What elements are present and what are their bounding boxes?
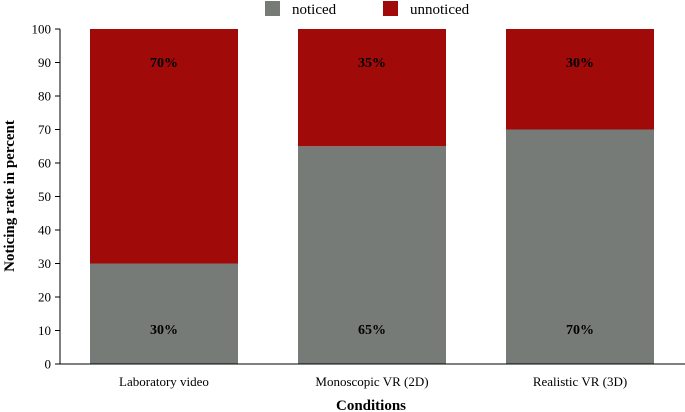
legend-label-noticed: noticed	[292, 2, 337, 18]
bar-segment-unnoticed-2	[298, 29, 446, 147]
y-tick-label: 80	[38, 89, 51, 104]
data-label-noticed-3: 70%	[566, 323, 594, 338]
bar-segment-noticed-2	[298, 146, 446, 364]
x-tick-label: Realistic VR (3D)	[533, 374, 627, 389]
x-tick-label: Monoscopic VR (2D)	[315, 374, 428, 389]
y-tick-label: 0	[45, 357, 52, 372]
y-tick-label: 60	[38, 156, 51, 171]
y-tick-label: 20	[38, 290, 51, 305]
bar-segment-unnoticed-3	[506, 29, 654, 130]
bar-segment-noticed-1	[90, 263, 238, 364]
y-axis-title: Noticing rate in percent	[2, 120, 18, 272]
y-tick-label: 40	[38, 223, 51, 238]
x-axis-title: Conditions	[336, 398, 406, 412]
y-tick-label: 50	[38, 189, 51, 204]
y-tick-label: 70	[38, 122, 51, 137]
y-tick-label: 100	[32, 22, 52, 37]
legend-swatch-unnoticed	[383, 1, 398, 16]
data-label-unnoticed-2: 35%	[358, 56, 386, 71]
data-label-noticed-2: 65%	[358, 323, 386, 338]
legend-label-unnoticed: unnoticed	[410, 2, 470, 18]
plot-area: 0 10 20 30 40 50 60 70 80 90 100 30% 70% Laboratory v…	[32, 22, 654, 389]
x-tick-label: Laboratory video	[119, 374, 209, 389]
data-label-unnoticed-3: 30%	[566, 56, 594, 71]
y-tick-label: 90	[38, 55, 51, 70]
legend-swatch-noticed	[265, 1, 280, 16]
bar-segment-unnoticed-1	[90, 29, 238, 264]
legend: noticed unnoticed	[265, 1, 470, 18]
bar-segment-noticed-3	[506, 129, 654, 364]
data-label-unnoticed-1: 70%	[150, 56, 178, 71]
y-tick-label: 30	[38, 256, 51, 271]
data-label-noticed-1: 30%	[150, 323, 178, 338]
y-tick-label: 10	[38, 323, 51, 338]
